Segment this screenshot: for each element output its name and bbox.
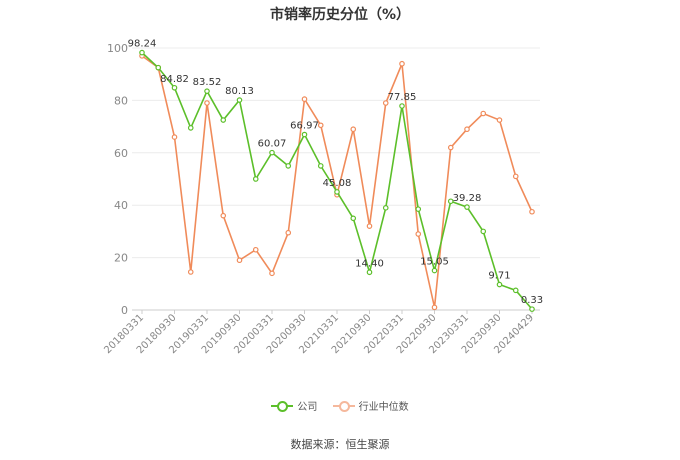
data-point-company — [399, 103, 405, 109]
data-point-company — [350, 215, 357, 222]
data-point-company — [366, 269, 373, 276]
data-label: 45.08 — [323, 178, 352, 189]
data-point-industry-median — [399, 60, 405, 67]
data-point-industry-median — [285, 229, 292, 236]
data-point-company — [480, 228, 487, 235]
y-tick-label: 20 — [114, 252, 128, 265]
data-label: 39.28 — [453, 193, 482, 204]
data-point-company — [431, 267, 438, 274]
data-point-company — [382, 205, 389, 211]
data-point-company — [171, 84, 178, 91]
data-point-company — [529, 306, 535, 312]
data-label: 80.13 — [225, 86, 254, 97]
y-tick-label: 100 — [107, 42, 128, 55]
legend-label-industry-median: 行业中位数 — [358, 402, 409, 413]
y-tick-label: 80 — [114, 94, 128, 107]
data-label: 0.33 — [521, 295, 543, 306]
data-point-company — [269, 149, 275, 156]
data-label: 77.85 — [388, 92, 417, 103]
data-point-industry-median — [496, 117, 503, 123]
data-point-industry-median — [464, 126, 470, 133]
data-point-industry-median — [252, 246, 259, 253]
legend-item-industry-median[interactable]: 行业中位数 — [332, 398, 409, 413]
legend-marker-company-icon — [271, 400, 294, 412]
data-point-company — [301, 131, 308, 138]
data-point-industry-median — [529, 208, 535, 215]
data-point-industry-median — [431, 304, 438, 311]
data-point-company — [139, 49, 145, 56]
data-point-company — [252, 176, 259, 182]
data-point-company — [512, 287, 519, 294]
data-point-industry-median — [171, 134, 178, 140]
data-label: 14.40 — [355, 258, 384, 269]
legend-item-company[interactable]: 公司 — [271, 398, 317, 413]
series — [139, 49, 535, 312]
data-point-company — [415, 206, 422, 212]
data-point-company — [285, 163, 292, 169]
y-tick-label: 0 — [121, 304, 128, 317]
data-point-company — [220, 117, 227, 123]
data-point-company — [447, 198, 454, 205]
legend-marker-industry-icon — [332, 400, 355, 412]
data-label: 83.52 — [193, 77, 222, 88]
data-point-industry-median — [204, 100, 210, 106]
data-point-industry-median — [366, 223, 373, 229]
data-label: 9.71 — [488, 271, 510, 282]
data-point-industry-median — [382, 100, 389, 106]
data-label: 66.97 — [290, 121, 319, 132]
y-tick-label: 60 — [114, 147, 128, 160]
data-source-note: 数据来源：恒生聚源 — [290, 438, 390, 451]
data-label: 84.82 — [160, 74, 189, 85]
data-point-industry-median — [480, 110, 487, 117]
data-point-company — [204, 88, 210, 94]
data-point-industry-median — [415, 231, 422, 237]
data-point-company — [317, 163, 324, 169]
grid — [132, 47, 540, 259]
data-point-industry-median — [269, 270, 275, 277]
data-label: 15.05 — [420, 257, 449, 268]
data-point-company — [155, 64, 162, 71]
data-label: 98.24 — [128, 39, 157, 50]
data-point-company — [187, 125, 194, 131]
data-point-industry-median — [447, 144, 454, 151]
data-point-industry-median — [317, 122, 324, 129]
data-point-industry-median — [187, 269, 194, 275]
data-point-company — [496, 281, 503, 288]
data-point-industry-median — [350, 126, 357, 133]
chart-title: 市销率历史分位（%） — [269, 7, 411, 23]
data-point-industry-median — [220, 212, 227, 219]
data-point-industry-median — [512, 173, 519, 180]
legend: 公司 行业中位数 — [0, 398, 680, 414]
data-label: 60.07 — [258, 139, 287, 150]
y-tick-label: 40 — [114, 199, 128, 212]
legend-label-company: 公司 — [297, 402, 318, 413]
data-point-company — [334, 189, 340, 195]
data-point-company — [464, 204, 470, 210]
data-point-company — [236, 97, 243, 103]
data-point-industry-median — [301, 96, 308, 102]
data-point-industry-median — [236, 257, 243, 264]
